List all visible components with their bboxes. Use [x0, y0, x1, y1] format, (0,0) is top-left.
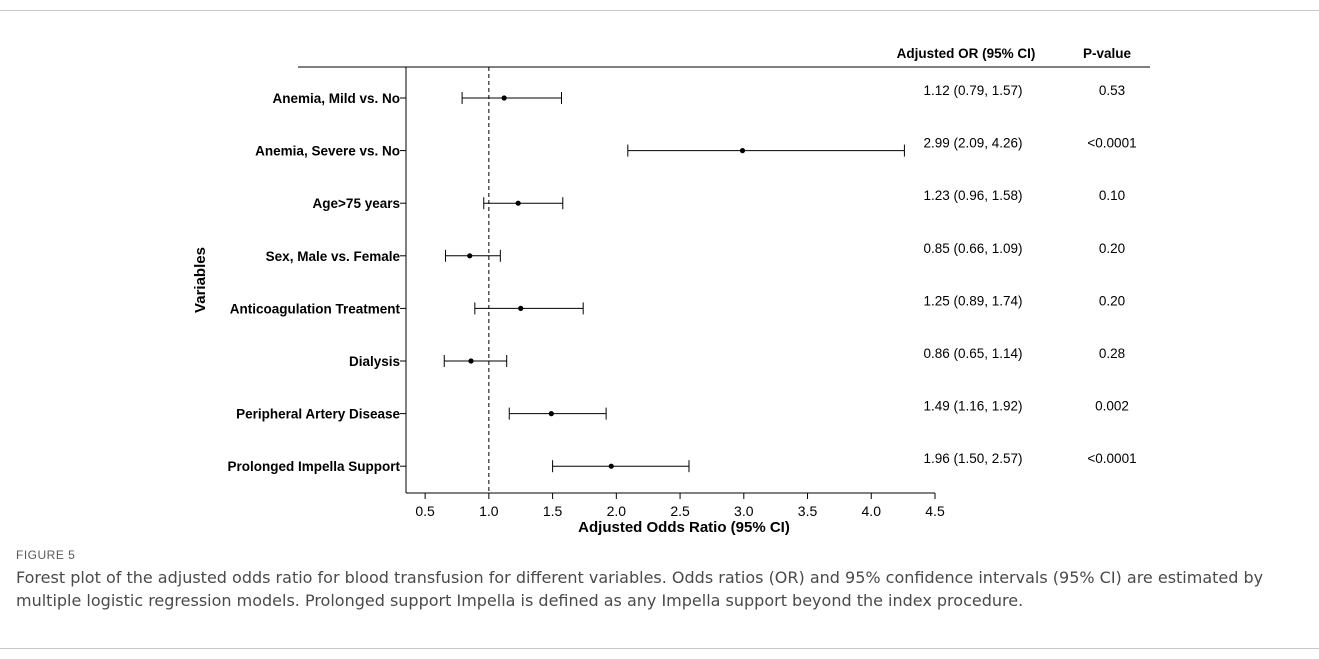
- or-value: 1.23 (0.96, 1.58): [923, 188, 1022, 203]
- row-label: Dialysis: [349, 354, 400, 369]
- row-label: Prolonged Impella Support: [227, 459, 400, 474]
- or-value: 1.96 (1.50, 2.57): [923, 451, 1022, 466]
- forest-row: Prolonged Impella Support 1.96 (1.50, 2.5…: [227, 451, 1136, 474]
- row-label: Sex, Male vs. Female: [266, 249, 401, 264]
- x-tick-label: 4.0: [862, 503, 882, 519]
- forest-plot: Adjusted OR (95% CI) P-value 0.5 1.0 1.5 2.…: [192, 46, 1150, 536]
- p-value: <0.0001: [1087, 136, 1136, 151]
- p-value: 0.53: [1099, 83, 1125, 98]
- point-estimate: [468, 358, 474, 364]
- p-column-header: P-value: [1083, 46, 1132, 61]
- row-label: Peripheral Artery Disease: [236, 407, 400, 422]
- forest-row: Dialysis 0.86 (0.65, 1.14) 0.28: [349, 346, 1125, 369]
- x-tick-label: 2.0: [607, 503, 627, 519]
- or-value: 1.12 (0.79, 1.57): [923, 83, 1022, 98]
- x-tick-label: 3.5: [798, 503, 818, 519]
- or-value: 0.86 (0.65, 1.14): [923, 346, 1022, 361]
- row-label: Anemia, Mild vs. No: [272, 91, 400, 106]
- point-estimate: [515, 200, 521, 206]
- or-value: 1.25 (0.89, 1.74): [923, 293, 1022, 308]
- x-tick-label: 3.0: [734, 503, 754, 519]
- x-tick-label: 1.5: [543, 503, 563, 519]
- x-axis-ticks: 0.5 1.0 1.5 2.0 2.5 3.0 3.5 4.0 4.5: [415, 493, 945, 519]
- figure-bottom-border: [0, 648, 1319, 649]
- figure-top-border: [0, 10, 1319, 11]
- forest-row: Anemia, Mild vs. No 1.12 (0.79, 1.57) 0.53: [272, 83, 1125, 106]
- x-tick-label: 0.5: [415, 503, 435, 519]
- p-value: <0.0001: [1087, 451, 1136, 466]
- x-tick-label: 2.5: [670, 503, 690, 519]
- forest-rows: Anemia, Mild vs. No 1.12 (0.79, 1.57) 0.53…: [227, 83, 1136, 474]
- row-label: Age>75 years: [313, 196, 400, 211]
- point-estimate: [518, 305, 524, 311]
- point-estimate: [501, 95, 507, 101]
- figure-caption: Forest plot of the adjusted odds ratio f…: [16, 568, 1264, 610]
- x-tick-label: 1.0: [479, 503, 499, 519]
- y-axis-title: Variables: [192, 247, 209, 313]
- forest-row: Age>75 years 1.23 (0.96, 1.58) 0.10: [313, 188, 1126, 211]
- figure-label: FIGURE 5: [16, 548, 76, 562]
- or-value: 0.85 (0.66, 1.09): [923, 241, 1022, 256]
- point-estimate: [739, 148, 746, 154]
- forest-row: Anticoagulation Treatment 1.25 (0.89, 1.7…: [230, 293, 1125, 316]
- x-axis-title: Adjusted Odds Ratio (95% CI): [578, 519, 790, 536]
- point-estimate: [608, 463, 614, 469]
- forest-row: Anemia, Severe vs. No 2.99 (2.09, 4.26) <0…: [255, 136, 1136, 159]
- p-value: 0.10: [1099, 188, 1125, 203]
- forest-row: Peripheral Artery Disease 1.49 (1.16, 1.9…: [236, 399, 1129, 422]
- or-column-header: Adjusted OR (95% CI): [897, 46, 1036, 61]
- point-estimate: [467, 253, 473, 259]
- p-value: 0.20: [1099, 293, 1125, 308]
- forest-row: Sex, Male vs. Female 0.85 (0.66, 1.09) 0.2…: [266, 241, 1125, 264]
- x-tick-label: 4.5: [925, 503, 945, 519]
- p-value: 0.002: [1095, 399, 1129, 414]
- or-value: 2.99 (2.09, 4.26): [923, 136, 1022, 151]
- p-value: 0.28: [1099, 346, 1125, 361]
- p-value: 0.20: [1099, 241, 1125, 256]
- row-label: Anemia, Severe vs. No: [255, 144, 400, 159]
- point-estimate: [548, 411, 554, 417]
- row-label: Anticoagulation Treatment: [230, 301, 401, 316]
- or-value: 1.49 (1.16, 1.92): [923, 399, 1022, 414]
